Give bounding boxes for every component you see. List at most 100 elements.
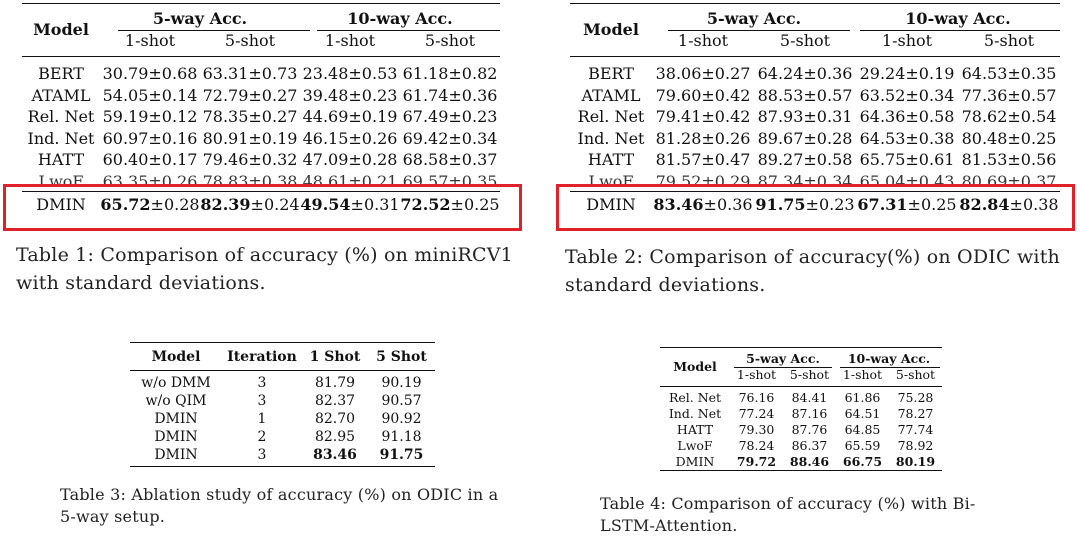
- table-row: Ind. Net 81.28±0.26 89.67±0.28 64.53±0.3…: [570, 128, 1060, 150]
- cell-std: ±0.32: [248, 150, 298, 169]
- cell-std: ±0.61: [905, 150, 955, 169]
- cell-value: 65.75±0.61: [856, 149, 958, 171]
- header-5-way: 5-way Acc.: [706, 9, 802, 28]
- cell-model: Ind. Net: [668, 406, 722, 421]
- cell-mean: 80.91: [202, 128, 249, 148]
- cell-std: ±0.36: [803, 64, 853, 83]
- cell-iteration: 1: [257, 411, 267, 427]
- cell-value: 77.36±0.57: [958, 85, 1060, 107]
- table-3: Model Iteration 1 Shot 5 Shot w/o DMM 3 81…: [130, 342, 435, 467]
- cell-value: 77.74: [897, 422, 934, 437]
- header-1-shot: 1 Shot: [309, 349, 361, 365]
- cell-mean-bold: 49.54: [300, 195, 351, 214]
- group-rule: [734, 367, 832, 368]
- table-1: Model 5-way Acc. 10-way Acc. 1-shot 5-sh…: [22, 3, 500, 221]
- cell-model: Rel. Net: [668, 390, 722, 405]
- top-rule: [660, 347, 942, 348]
- cell-mean: 65.75: [859, 150, 906, 169]
- table-row: DMIN 2 82.95 91.18: [130, 428, 435, 446]
- cell-std: ±0.27: [248, 85, 298, 105]
- cell-value: 72.79±0.27: [200, 85, 300, 107]
- cell-std: ±0.27: [701, 64, 751, 83]
- table-2: Model 5-way Acc. 10-way Acc. 1-shot 5-sh…: [570, 3, 1060, 221]
- cell-iteration: 2: [257, 429, 267, 445]
- table-row: ATAML 79.60±0.42 88.53±0.57 63.52±0.34 7…: [570, 85, 1060, 107]
- cell-iteration: 3: [257, 393, 267, 409]
- cell-value: 39.48±0.23: [300, 85, 400, 107]
- cell-std: ±0.26: [701, 128, 751, 148]
- header-sub: 5-shot: [789, 367, 830, 382]
- cell-mean: 54.05: [102, 85, 149, 105]
- cell-value: 64.53±0.38: [856, 128, 958, 150]
- cell-value: 90.92: [381, 411, 422, 427]
- cell-std: ±0.82: [448, 64, 498, 83]
- cell-value: 77.24: [738, 406, 775, 421]
- bottom-rule: [130, 466, 435, 467]
- cell-value: 23.48±0.53: [300, 63, 400, 85]
- cell-mean: 68.58: [402, 150, 449, 169]
- cell-value: 82.84±0.38: [958, 194, 1060, 216]
- highlight-box: [3, 184, 522, 231]
- cell-mean-bold: 82.39: [200, 195, 251, 214]
- cell-mean: 79.46: [202, 150, 249, 169]
- header-rule: [22, 56, 500, 57]
- cell-mean: 59.19: [102, 107, 149, 126]
- cell-mean-bold: 91.75: [755, 195, 806, 214]
- group-rule: [118, 30, 310, 31]
- cell-value-bold: 79.72: [736, 454, 777, 469]
- cell-mean-bold: 82.84: [959, 195, 1010, 214]
- header-sub: 1-shot: [842, 367, 883, 382]
- group-rule: [317, 30, 500, 31]
- cell-value: 64.85: [844, 422, 881, 437]
- cell-model: BERT: [38, 64, 84, 83]
- header-5-shot: 5 Shot: [376, 349, 427, 365]
- header-sub: 1-shot: [677, 31, 729, 50]
- top-rule: [130, 342, 435, 343]
- cell-value: 30.79±0.68: [100, 63, 200, 85]
- cell-mean: 88.53: [757, 85, 804, 105]
- header-sub: 5-shot: [424, 31, 476, 50]
- cell-mean-bold: 72.52: [400, 195, 451, 214]
- cell-mean: 72.79: [202, 85, 249, 105]
- cell-std: ±0.68: [148, 64, 198, 83]
- table-row: w/o QIM 3 82.37 90.57: [130, 392, 435, 410]
- cell-value: 78.62±0.54: [958, 106, 1060, 128]
- cell-std: ±0.34: [905, 85, 955, 105]
- cell-model: w/o QIM: [145, 393, 207, 409]
- cell-std: ±0.42: [701, 107, 751, 126]
- cell-mean: 64.53: [859, 128, 906, 148]
- cell-value-bold: 80.19: [895, 454, 936, 469]
- cell-value: 82.95: [314, 429, 356, 445]
- cell-mean: 64.36: [859, 107, 906, 126]
- cell-std: ±0.23: [348, 85, 398, 105]
- cell-value: 63.31±0.73: [200, 63, 300, 85]
- cell-std: ±0.58: [905, 107, 955, 126]
- cell-value: 64.51: [844, 406, 881, 421]
- top-rule: [570, 3, 1060, 4]
- table-row: Rel. Net 79.41±0.42 87.93±0.31 64.36±0.5…: [570, 106, 1060, 128]
- cell-value: 65.59: [844, 438, 881, 453]
- cell-value: 89.27±0.58: [754, 149, 856, 171]
- cell-std: ±0.28: [348, 150, 398, 169]
- header-sub: 5-shot: [983, 31, 1035, 50]
- cell-mean-bold: 67.31: [857, 195, 908, 214]
- cell-value: 81.79: [314, 375, 356, 391]
- cell-std: ±0.38: [905, 128, 955, 148]
- cell-value: 78.35±0.27: [200, 106, 300, 128]
- table-row: ATAML 54.05±0.14 72.79±0.27 39.48±0.23 6…: [22, 85, 500, 107]
- header-sub: 1-shot: [124, 31, 176, 50]
- cell-model: DMIN: [154, 411, 198, 427]
- header-rule: [570, 56, 1060, 57]
- header-model: Model: [583, 20, 639, 39]
- cell-std: ±0.26: [348, 128, 398, 148]
- cell-mean: 39.48: [302, 85, 349, 105]
- cell-std: ±0.47: [701, 150, 751, 169]
- cell-value: 29.24±0.19: [856, 63, 958, 85]
- cell-value: 80.48±0.25: [958, 128, 1060, 150]
- cell-value: 46.15±0.26: [300, 128, 400, 150]
- cell-mean: 38.06: [655, 64, 702, 83]
- cell-value: 82.39±0.24: [200, 194, 300, 216]
- bottom-rule: [660, 470, 942, 471]
- cell-model: ATAML: [31, 85, 91, 105]
- cell-mean: 60.40: [102, 150, 149, 169]
